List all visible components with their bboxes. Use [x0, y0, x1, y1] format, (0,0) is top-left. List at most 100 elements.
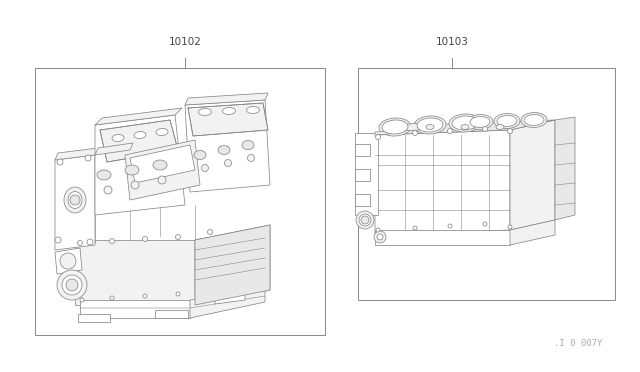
Circle shape — [57, 159, 63, 165]
Circle shape — [55, 237, 61, 243]
Circle shape — [109, 238, 115, 244]
Circle shape — [131, 181, 139, 189]
Polygon shape — [95, 143, 133, 155]
Ellipse shape — [62, 275, 82, 295]
Polygon shape — [55, 248, 82, 274]
Circle shape — [175, 234, 180, 240]
Circle shape — [158, 176, 166, 184]
Ellipse shape — [417, 118, 443, 132]
Ellipse shape — [497, 115, 517, 126]
Ellipse shape — [356, 211, 374, 229]
Ellipse shape — [470, 116, 490, 128]
Circle shape — [413, 226, 417, 230]
Polygon shape — [355, 133, 378, 215]
Ellipse shape — [494, 113, 520, 128]
Polygon shape — [355, 194, 370, 206]
Ellipse shape — [242, 141, 254, 150]
Polygon shape — [78, 314, 110, 322]
Polygon shape — [80, 300, 190, 318]
Ellipse shape — [246, 106, 259, 113]
Circle shape — [508, 225, 512, 229]
Circle shape — [207, 230, 212, 234]
Ellipse shape — [97, 170, 111, 180]
Ellipse shape — [134, 131, 146, 138]
Text: 10103: 10103 — [436, 37, 468, 47]
Ellipse shape — [194, 151, 206, 160]
Polygon shape — [75, 240, 195, 305]
Polygon shape — [100, 120, 178, 162]
Ellipse shape — [461, 125, 469, 129]
Polygon shape — [95, 115, 185, 215]
Circle shape — [70, 195, 80, 205]
Ellipse shape — [467, 115, 493, 129]
Polygon shape — [130, 145, 195, 183]
Ellipse shape — [414, 116, 446, 134]
Circle shape — [66, 279, 78, 291]
Polygon shape — [510, 220, 555, 245]
Circle shape — [448, 224, 452, 228]
Ellipse shape — [379, 118, 411, 136]
Polygon shape — [185, 100, 270, 192]
Ellipse shape — [452, 116, 478, 130]
Polygon shape — [190, 287, 265, 318]
Ellipse shape — [57, 270, 87, 300]
Polygon shape — [195, 225, 270, 305]
Ellipse shape — [153, 160, 167, 170]
Polygon shape — [55, 155, 95, 250]
Polygon shape — [375, 130, 510, 235]
Bar — [358, 68, 615, 300]
Circle shape — [87, 239, 93, 245]
Circle shape — [104, 186, 112, 194]
Circle shape — [176, 292, 180, 296]
Circle shape — [483, 126, 488, 131]
Circle shape — [374, 231, 386, 243]
Circle shape — [60, 253, 76, 269]
Polygon shape — [355, 169, 370, 181]
Polygon shape — [195, 225, 270, 305]
Circle shape — [77, 241, 83, 246]
Ellipse shape — [524, 115, 544, 125]
Ellipse shape — [449, 114, 481, 132]
Polygon shape — [375, 120, 555, 135]
Ellipse shape — [223, 108, 236, 115]
Circle shape — [143, 237, 147, 241]
Ellipse shape — [112, 134, 124, 141]
Ellipse shape — [125, 165, 139, 175]
Polygon shape — [155, 310, 188, 318]
Text: 10102: 10102 — [168, 37, 202, 47]
Circle shape — [447, 128, 452, 134]
Ellipse shape — [198, 109, 211, 115]
Circle shape — [143, 294, 147, 298]
Ellipse shape — [382, 120, 408, 134]
Polygon shape — [188, 103, 268, 136]
Polygon shape — [555, 117, 575, 220]
Polygon shape — [55, 148, 98, 160]
Ellipse shape — [68, 192, 82, 208]
Polygon shape — [125, 140, 200, 200]
Polygon shape — [95, 108, 182, 125]
Polygon shape — [185, 93, 268, 105]
Circle shape — [225, 160, 232, 167]
Circle shape — [376, 135, 381, 140]
Ellipse shape — [426, 125, 434, 129]
Bar — [35, 68, 325, 335]
Circle shape — [110, 296, 114, 300]
Ellipse shape — [218, 145, 230, 154]
Circle shape — [376, 228, 380, 232]
Circle shape — [202, 164, 209, 171]
Circle shape — [361, 216, 369, 224]
Polygon shape — [215, 293, 245, 304]
Circle shape — [413, 131, 417, 135]
Circle shape — [80, 298, 84, 302]
Polygon shape — [355, 144, 370, 156]
Circle shape — [85, 155, 91, 161]
Circle shape — [508, 128, 513, 134]
Ellipse shape — [64, 187, 86, 213]
Ellipse shape — [359, 214, 371, 226]
Ellipse shape — [496, 125, 504, 129]
Circle shape — [248, 154, 255, 161]
Polygon shape — [375, 230, 510, 245]
Polygon shape — [375, 123, 420, 135]
Circle shape — [483, 222, 487, 226]
Polygon shape — [510, 120, 555, 230]
